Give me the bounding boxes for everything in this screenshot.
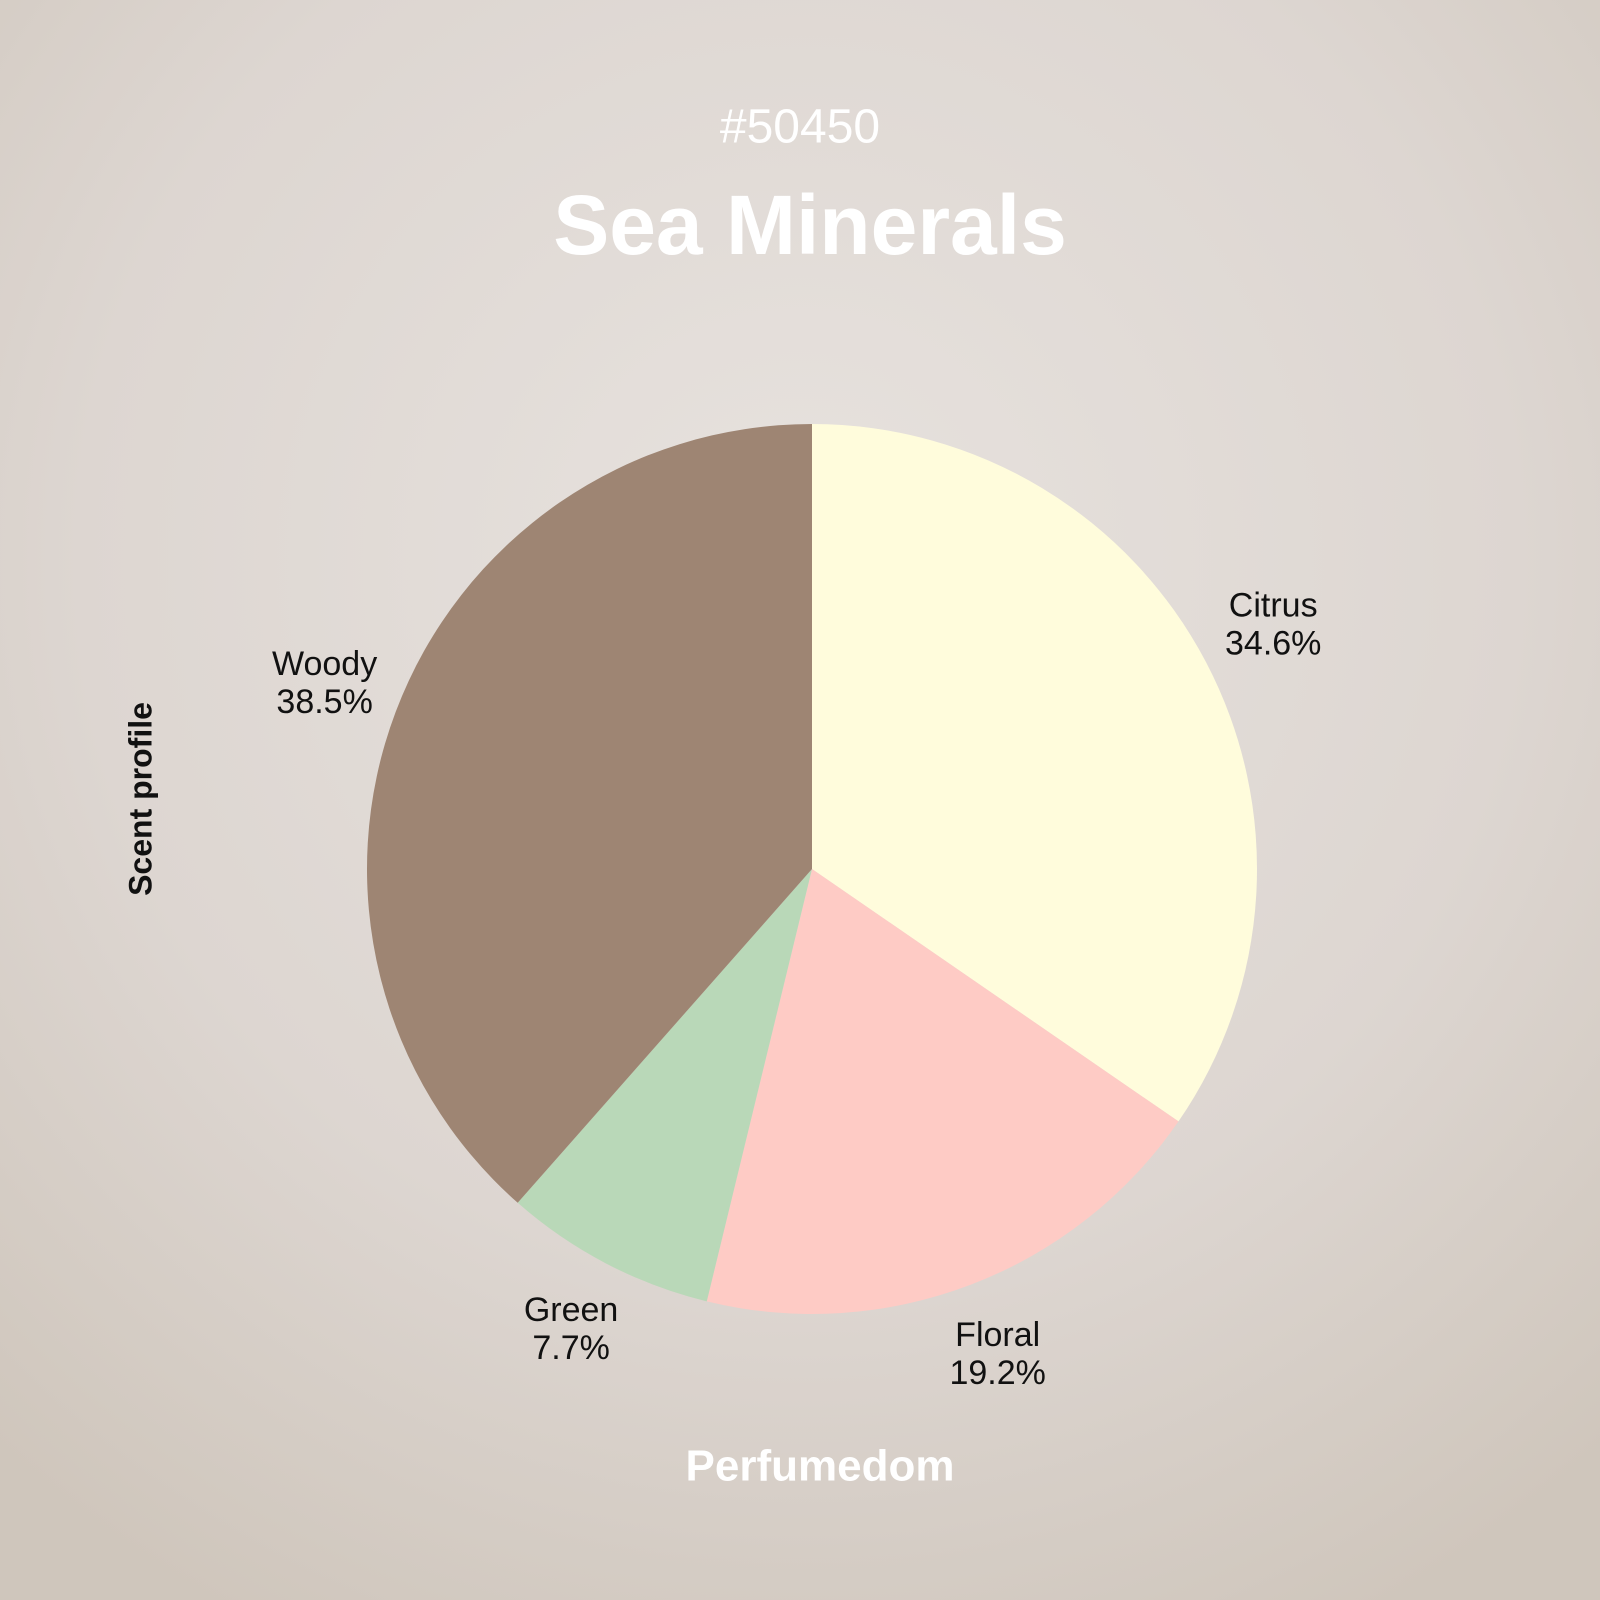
value-label: 7.7% [532,1329,610,1367]
value-label: 19.2% [949,1354,1045,1392]
slice-label: Green [524,1291,619,1329]
slice-label: Woody [272,645,377,683]
slice-label: Citrus [1229,587,1318,625]
pie-slice [706,869,1179,1314]
chart-title: Sea Minerals [553,178,1067,272]
value-label: 38.5% [276,683,372,721]
pie-slice [517,869,812,1302]
chart-subtitle: #50450 [720,101,880,154]
slice-label: Floral [955,1316,1040,1354]
pie-slice [812,424,1258,1122]
pie-slice [366,424,812,1203]
footer: Perfumedom [686,1442,955,1491]
value-label: 34.6% [1225,625,1321,663]
y-axis-label: Scent profile [122,702,158,896]
